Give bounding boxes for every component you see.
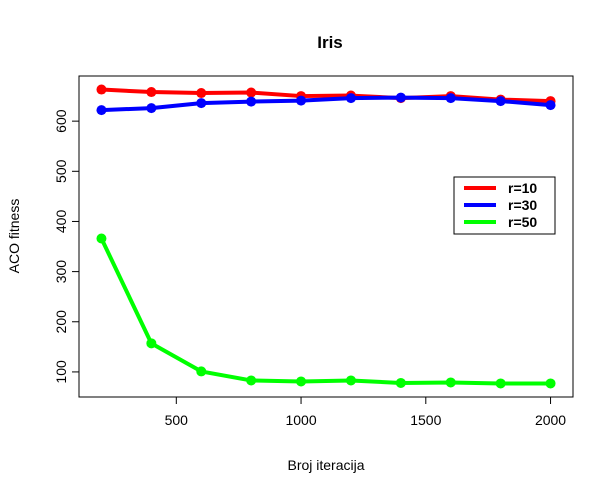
- data-point: [146, 103, 157, 114]
- data-point: [296, 376, 307, 387]
- data-point: [445, 93, 456, 104]
- y-tick-label: 200: [53, 310, 69, 334]
- data-point: [246, 96, 257, 107]
- data-point: [395, 92, 406, 103]
- data-point: [196, 88, 207, 99]
- y-tick-label: 100: [53, 360, 69, 384]
- data-point: [196, 98, 207, 109]
- y-axis-label: ACO fitness: [6, 199, 22, 274]
- legend-label: r=50: [508, 214, 537, 230]
- y-tick-label: 400: [53, 210, 69, 234]
- legend-box: [453, 176, 556, 235]
- data-point: [246, 87, 257, 98]
- y-tick-label: 500: [53, 159, 69, 183]
- data-point: [545, 100, 556, 111]
- legend-label: r=30: [508, 197, 537, 213]
- y-tick-label: 300: [53, 260, 69, 284]
- data-point: [495, 378, 506, 389]
- series-r=10: [96, 84, 556, 107]
- plot-frame: [78, 75, 574, 398]
- series-r=30: [96, 92, 556, 116]
- data-point: [545, 378, 556, 389]
- x-tick-label: 2000: [535, 412, 566, 428]
- x-tick-label: 1500: [410, 412, 441, 428]
- data-point: [146, 338, 157, 349]
- data-point: [445, 377, 456, 388]
- legend: r=10r=30r=50: [453, 176, 556, 235]
- series-layer: [96, 84, 556, 389]
- series-line: [101, 95, 551, 113]
- data-point: [395, 377, 406, 388]
- x-tick-label: 500: [165, 412, 189, 428]
- x-tick-label: 1000: [285, 412, 316, 428]
- y-tick-label: 600: [53, 109, 69, 133]
- data-point: [246, 375, 257, 386]
- data-point: [495, 96, 506, 107]
- series-line: [99, 237, 551, 386]
- legend-label: r=10: [508, 180, 537, 196]
- y-axis: 100 200 300 400 500 600: [53, 109, 80, 384]
- data-point: [296, 95, 307, 106]
- data-point: [196, 366, 207, 377]
- data-point: [345, 375, 356, 386]
- data-point: [345, 93, 356, 104]
- data-point: [96, 233, 107, 244]
- data-point: [96, 105, 107, 116]
- series-r=50: [96, 233, 556, 389]
- x-axis: 500 1000 1500 2000: [165, 396, 566, 428]
- data-point: [96, 84, 107, 95]
- x-axis-label: Broj iteracija: [287, 457, 364, 473]
- data-point: [146, 87, 157, 98]
- chart-title: Iris: [317, 33, 343, 52]
